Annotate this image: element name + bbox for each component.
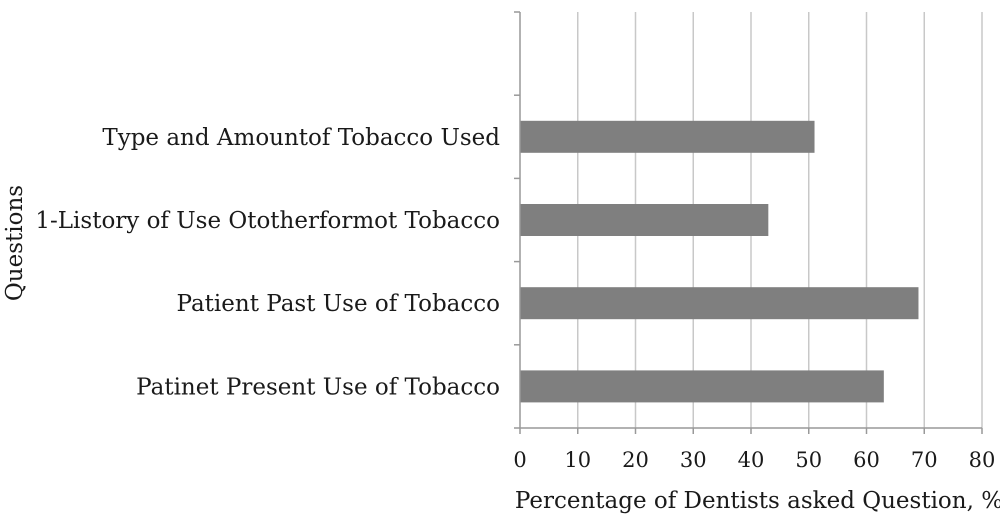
x-tick-label: 80 [969,448,996,472]
y-axis-title: Questions [2,185,28,301]
x-tick-label: 30 [680,448,707,472]
bar [520,120,815,153]
x-tick-label: 40 [738,448,765,472]
category-label: Patinet Present Use of Tobacco [136,374,500,400]
category-label: 1-Listory of Use Ototherformot Tobacco [35,208,500,234]
category-label: Type and Amountof Tobacco Used [102,125,500,151]
x-tick-label: 0 [513,448,526,472]
category-labels: Type and Amountof Tobacco Used 1-Listory … [35,125,500,401]
category-label: Patient Past Use of Tobacco [177,291,500,317]
x-tick-label: 60 [853,448,880,472]
x-tick-label: 50 [795,448,822,472]
bars [520,120,919,403]
bar [520,287,919,320]
x-tick-labels: 0 10 20 30 40 50 60 70 80 [513,448,995,472]
bar [520,204,769,236]
axes [514,11,983,434]
x-tick-label: 70 [911,448,938,472]
x-axis-title: Percentage of Dentists asked Question, % [515,488,1000,514]
bar [520,370,884,403]
x-tick-label: 10 [564,448,591,472]
x-tick-label: 20 [622,448,649,472]
